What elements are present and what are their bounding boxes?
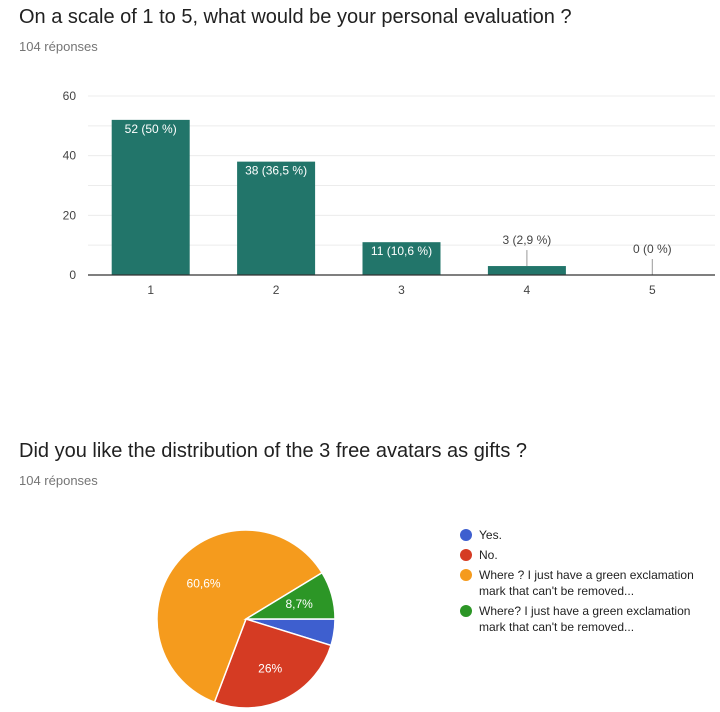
x-tick-label: 4	[524, 283, 531, 297]
legend-item: Yes.	[458, 527, 698, 543]
x-tick-label: 2	[273, 283, 280, 297]
y-tick-label: 0	[69, 268, 76, 282]
bar-data-label: 52 (50 %)	[125, 122, 177, 136]
pie-data-label: 8,7%	[285, 597, 313, 611]
legend-label: Yes.	[479, 528, 502, 542]
y-tick-label: 20	[63, 208, 77, 222]
legend-label: No.	[479, 548, 498, 562]
pie-slice	[213, 618, 332, 709]
x-tick-label: 3	[398, 283, 405, 297]
legend-color-dot-icon	[460, 569, 472, 581]
x-tick-label: 5	[649, 283, 656, 297]
bar-chart-title: On a scale of 1 to 5, what would be your…	[19, 6, 572, 28]
legend-item: No.	[458, 547, 698, 563]
legend-label: Where ? I just have a green exclamation …	[479, 568, 694, 598]
bar-data-label: 11 (10,6 %)	[371, 244, 432, 258]
bar-data-label: 0 (0 %)	[633, 242, 672, 256]
pie-slice	[243, 571, 336, 620]
pie-chart-title: Did you like the distribution of the 3 f…	[19, 440, 528, 462]
y-tick-label: 40	[63, 149, 77, 163]
legend-item: Where ? I just have a green exclamation …	[458, 567, 698, 599]
bar-data-label: 3 (2,9 %)	[503, 233, 552, 247]
pie-data-label: 60,6%	[187, 577, 221, 591]
bar-chart-response-count: 104 réponses	[19, 39, 98, 54]
pie-data-label: 26%	[258, 662, 282, 676]
x-tick-label: 1	[147, 283, 154, 297]
bar	[111, 119, 190, 275]
pie-slice	[156, 529, 324, 704]
bar-data-label: 38 (36,5 %)	[245, 164, 307, 178]
bar	[487, 266, 566, 275]
legend-color-dot-icon	[460, 549, 472, 561]
bar	[362, 242, 441, 275]
bar	[237, 161, 316, 275]
y-tick-label: 60	[63, 89, 77, 103]
legend-color-dot-icon	[460, 605, 472, 617]
legend-label: Where? I just have a green exclamation m…	[479, 604, 691, 634]
pie-legend: Yes. No. Where ? I just have a green excla…	[458, 527, 698, 639]
legend-item: Where? I just have a green exclamation m…	[458, 603, 698, 635]
pie-chart-response-count: 104 réponses	[19, 473, 98, 488]
legend-color-dot-icon	[460, 529, 472, 541]
